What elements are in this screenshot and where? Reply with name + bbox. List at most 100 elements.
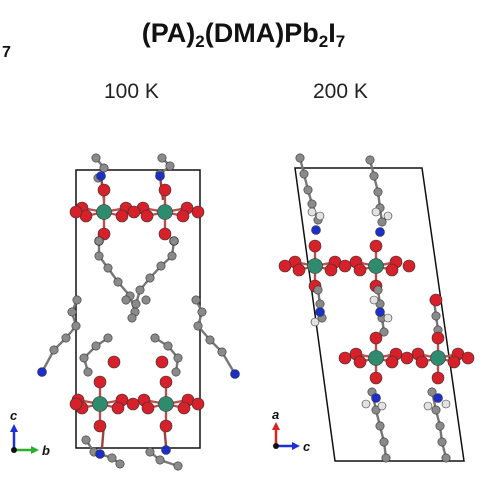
carbon-atom bbox=[115, 459, 125, 469]
iodine-atom bbox=[429, 293, 443, 307]
carbon-atom bbox=[375, 421, 385, 431]
lead-atom bbox=[157, 204, 173, 220]
nitrogen-atom bbox=[161, 445, 171, 455]
iodine-atom bbox=[369, 239, 383, 253]
iodine-atom bbox=[158, 183, 172, 197]
carbon-atom bbox=[431, 311, 441, 321]
carbon-atom bbox=[131, 299, 141, 309]
carbon-atom bbox=[155, 455, 165, 465]
title-formula: (PA)2(DMA)Pb2I7 bbox=[142, 18, 346, 51]
carbon-atom bbox=[150, 333, 160, 343]
hydrogen-atom bbox=[423, 401, 433, 411]
carbon-atom bbox=[127, 313, 137, 323]
iodine-atom bbox=[69, 397, 83, 411]
carbon-atom bbox=[49, 345, 59, 355]
carbon-atom bbox=[379, 437, 389, 447]
carbon-atom bbox=[191, 295, 201, 305]
carbon-atom bbox=[165, 161, 175, 171]
iodine-atom bbox=[447, 355, 461, 369]
title-fragment-left: 7 bbox=[2, 44, 11, 61]
nitrogen-atom bbox=[315, 307, 325, 317]
nitrogen-atom bbox=[230, 369, 240, 379]
iodine-atom bbox=[69, 205, 83, 219]
carbon-atom bbox=[83, 367, 93, 377]
carbon-atom bbox=[427, 387, 437, 397]
carbon-atom bbox=[163, 341, 173, 351]
hydrogen-atom bbox=[383, 211, 393, 221]
axis-label-c-200k: c bbox=[303, 439, 311, 454]
axis-arrowhead-horizontal-100k bbox=[31, 446, 39, 454]
carbon-atom bbox=[72, 295, 82, 305]
carbon-atom bbox=[373, 285, 383, 295]
carbon-atom bbox=[91, 153, 101, 163]
iodine-atom bbox=[338, 259, 352, 273]
hydrogen-atom bbox=[307, 207, 317, 217]
carbon-atom bbox=[435, 421, 445, 431]
iodine-atom bbox=[115, 209, 129, 223]
iodine-atom bbox=[191, 397, 205, 411]
axis-arrowhead-horizontal-200k bbox=[292, 442, 300, 450]
iodine-atom bbox=[126, 397, 140, 411]
carbon-atom bbox=[431, 405, 441, 415]
iodine-atom bbox=[111, 401, 125, 415]
nitrogen-atom bbox=[371, 393, 381, 403]
carbon-atom bbox=[145, 447, 155, 457]
carbon-atom bbox=[91, 341, 101, 351]
iodine-atom bbox=[402, 259, 416, 273]
iodine-atom bbox=[158, 227, 172, 241]
carbon-atom bbox=[369, 171, 379, 181]
carbon-atom bbox=[135, 285, 145, 295]
carbon-atom bbox=[441, 453, 451, 463]
title-subscript: 2 bbox=[318, 32, 329, 51]
carbon-atom bbox=[365, 155, 375, 165]
iodine-atom bbox=[308, 239, 322, 253]
iodine-atom bbox=[176, 209, 190, 223]
carbon-atom bbox=[81, 435, 91, 445]
carbon-atom bbox=[315, 299, 325, 309]
iodine-atom bbox=[338, 351, 352, 365]
iodine-atom bbox=[353, 355, 367, 369]
axis-triad-200k: a c bbox=[272, 407, 311, 454]
nitrogen-atom bbox=[95, 449, 105, 459]
carbon-atom bbox=[295, 153, 305, 163]
carbon-atom bbox=[99, 163, 109, 173]
figure-title: 7 (PA)2(DMA)Pb2I7 bbox=[0, 18, 487, 61]
iodine-atom bbox=[431, 331, 445, 345]
carbon-atom bbox=[169, 236, 179, 246]
iodine-atom bbox=[155, 355, 169, 369]
cell-boundary-200k bbox=[294, 167, 465, 462]
axis-arrowhead-vertical-200k bbox=[272, 422, 280, 430]
title-subscript: 7 bbox=[335, 32, 346, 51]
nitrogen-atom bbox=[155, 171, 165, 181]
lead-atom bbox=[430, 350, 446, 366]
nitrogen-atom bbox=[96, 171, 106, 181]
carbon-atom bbox=[377, 217, 387, 227]
axis-arrowhead-vertical-100k bbox=[10, 424, 18, 432]
carbon-atom bbox=[94, 236, 104, 246]
temperature-label-200k: 200 K bbox=[313, 80, 368, 103]
carbon-atom bbox=[141, 295, 151, 305]
title-text: I bbox=[328, 18, 336, 48]
carbon-atom bbox=[217, 347, 227, 357]
carbon-atom bbox=[303, 185, 313, 195]
title-text: (DMA)Pb bbox=[204, 18, 319, 48]
iodine-atom bbox=[93, 375, 107, 389]
carbon-atom bbox=[379, 327, 389, 337]
iodine-atom bbox=[324, 263, 338, 277]
hydrogen-atom bbox=[441, 399, 451, 409]
carbon-atom bbox=[197, 307, 207, 317]
axis-label-a: a bbox=[272, 407, 279, 422]
iodine-atom bbox=[159, 419, 173, 433]
carbon-atom bbox=[193, 321, 203, 331]
carbon-atom bbox=[103, 333, 113, 343]
carbon-atom bbox=[107, 453, 117, 463]
carbon-atom bbox=[113, 277, 123, 287]
carbon-atom bbox=[79, 353, 89, 363]
carbon-atom bbox=[307, 199, 317, 209]
iodine-atom bbox=[369, 331, 383, 345]
axis-label-b: b bbox=[42, 443, 50, 458]
hydrogen-atom bbox=[310, 317, 320, 327]
axis-origin-100k bbox=[11, 447, 17, 453]
carbon-atom bbox=[313, 285, 323, 295]
